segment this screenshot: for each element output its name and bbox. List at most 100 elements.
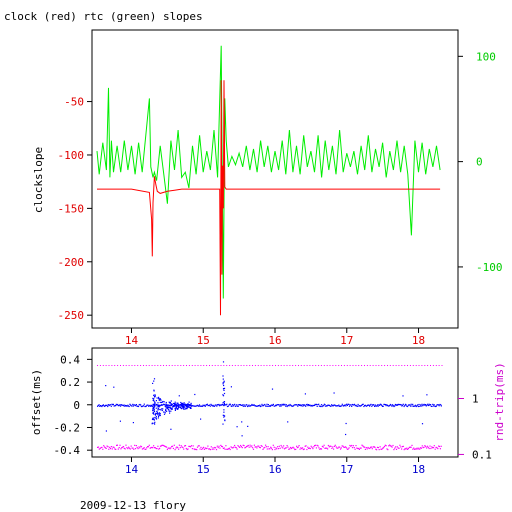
offset-point bbox=[399, 403, 401, 406]
rndtrip-point bbox=[295, 448, 297, 450]
offset-point bbox=[363, 405, 365, 408]
rndtrip-point bbox=[254, 446, 256, 448]
offset-point bbox=[265, 405, 267, 407]
offset-point bbox=[163, 401, 165, 403]
offset-point bbox=[167, 404, 169, 406]
offset-outlier-point bbox=[113, 386, 115, 388]
offset-point bbox=[155, 417, 157, 419]
offset-point bbox=[229, 403, 231, 405]
rndtrip-dotted-point bbox=[269, 365, 271, 366]
rndtrip-dotted-point bbox=[137, 365, 139, 366]
offset-point bbox=[227, 405, 229, 407]
offset-spike-point bbox=[223, 414, 225, 417]
offset-point bbox=[155, 412, 157, 414]
rndtrip-point bbox=[220, 444, 222, 446]
offset-point bbox=[127, 404, 129, 406]
rndtrip-point bbox=[174, 449, 176, 451]
rndtrip-point bbox=[382, 447, 385, 449]
rndtrip-point bbox=[128, 447, 131, 449]
rndtrip-point bbox=[311, 446, 313, 448]
rndtrip-point bbox=[279, 447, 281, 449]
offset-point bbox=[155, 418, 158, 420]
rndtrip-point bbox=[382, 447, 384, 449]
offset-spike-point bbox=[222, 383, 224, 385]
offset-spike-point bbox=[153, 389, 155, 391]
offset-point bbox=[189, 407, 192, 409]
offset-point bbox=[148, 405, 150, 407]
offset-point bbox=[168, 405, 170, 407]
offset-point bbox=[300, 404, 302, 406]
offset-outlier-point bbox=[170, 428, 172, 430]
offset-point bbox=[391, 405, 393, 407]
offset-point bbox=[339, 405, 341, 407]
rndtrip-dotted-point bbox=[320, 365, 322, 366]
rndtrip-point bbox=[184, 445, 186, 447]
rndtrip-point bbox=[426, 445, 429, 447]
offset-point bbox=[257, 405, 259, 407]
offset-point bbox=[186, 405, 188, 407]
rndtrip-point bbox=[227, 448, 230, 450]
offset-point bbox=[270, 405, 272, 407]
offset-point bbox=[420, 404, 422, 406]
offset-point bbox=[232, 405, 234, 407]
rndtrip-point bbox=[375, 448, 377, 450]
rndtrip-point bbox=[395, 446, 397, 448]
offset-point bbox=[198, 404, 201, 406]
offset-point bbox=[399, 404, 402, 406]
offset-point bbox=[128, 405, 130, 408]
offset-point bbox=[371, 404, 374, 406]
offset-point bbox=[140, 404, 142, 406]
rndtrip-point bbox=[107, 446, 109, 448]
rndtrip-dotted-point bbox=[263, 365, 265, 366]
rndtrip-point bbox=[218, 445, 220, 447]
rndtrip-point bbox=[189, 445, 191, 448]
rndtrip-point bbox=[386, 448, 388, 450]
offset-point bbox=[282, 404, 284, 406]
offset-point bbox=[251, 403, 253, 406]
rndtrip-point bbox=[214, 446, 216, 449]
bottom-x-ticks: 14 15 16 17 18 bbox=[125, 457, 425, 476]
offset-point bbox=[149, 404, 151, 406]
rndtrip-point bbox=[163, 445, 165, 447]
offset-point bbox=[262, 405, 264, 407]
offset-point bbox=[368, 404, 370, 406]
rndtrip-point bbox=[287, 446, 289, 448]
chart-title: clock (red) rtc (green) slopes bbox=[4, 10, 203, 23]
offset-point bbox=[160, 399, 162, 401]
offset-point bbox=[344, 404, 346, 406]
offset-point bbox=[164, 412, 166, 414]
offset-point bbox=[177, 408, 179, 410]
rndtrip-dotted-point bbox=[231, 365, 233, 366]
offset-point bbox=[115, 403, 117, 405]
rndtrip-dotted-point bbox=[151, 365, 153, 366]
rndtrip-point bbox=[430, 447, 432, 450]
offset-spike-point bbox=[222, 402, 224, 404]
offset-point bbox=[170, 410, 172, 412]
offset-point bbox=[230, 405, 232, 407]
rndtrip-point bbox=[312, 448, 314, 450]
rndtrip-dotted-point bbox=[174, 365, 176, 366]
offset-point bbox=[174, 405, 176, 407]
offset-point bbox=[338, 405, 341, 407]
rndtrip-point bbox=[283, 445, 285, 447]
offset-point bbox=[220, 404, 222, 406]
rndtrip-point bbox=[110, 446, 112, 448]
offset-point bbox=[280, 404, 282, 406]
offset-point bbox=[358, 405, 360, 407]
rndtrip-point bbox=[415, 448, 417, 450]
offset-point bbox=[180, 408, 183, 410]
offset-point bbox=[426, 404, 428, 406]
offset-outlier-point bbox=[426, 394, 428, 396]
offset-point bbox=[175, 407, 177, 409]
offset-point bbox=[252, 404, 254, 406]
offset-point bbox=[158, 412, 160, 414]
rndtrip-point bbox=[135, 445, 137, 447]
rndtrip-dotted-point bbox=[306, 365, 308, 366]
offset-point bbox=[271, 404, 273, 406]
rndtrip-dotted-point bbox=[286, 365, 288, 366]
rndtrip-point bbox=[258, 446, 261, 448]
offset-point bbox=[214, 404, 216, 406]
offset-point bbox=[427, 404, 430, 407]
offset-point bbox=[360, 405, 362, 407]
offset-point bbox=[158, 406, 160, 408]
